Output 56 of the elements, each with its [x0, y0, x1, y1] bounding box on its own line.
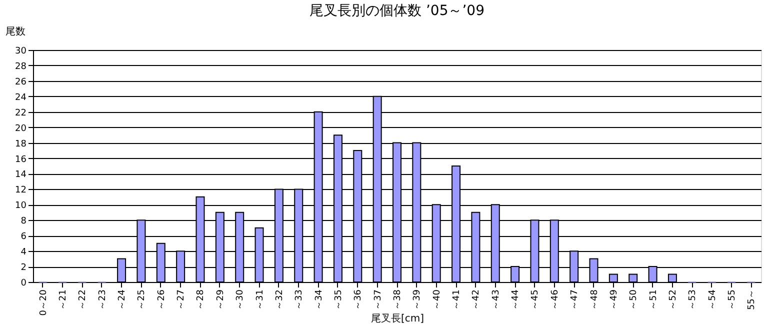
y-tick-label: 16: [15, 154, 27, 165]
x-tick-label: ～41: [452, 290, 462, 310]
x-tick-label: ～50: [629, 289, 640, 310]
x-tick-label: ～24: [118, 289, 128, 310]
x-tick-label: ～37: [373, 290, 384, 310]
x-tick-label: ～48: [590, 289, 600, 310]
x-tick-label: ～52: [668, 290, 678, 310]
x-tick-label: ～23: [98, 290, 108, 310]
x-tick-label: ～22: [78, 290, 88, 310]
x-tick-label: ～44: [511, 289, 522, 310]
x-tick-label: ～51: [648, 290, 659, 310]
x-tick-label: ～46: [550, 289, 560, 310]
x-tick-label: ～32: [274, 290, 285, 310]
y-tick-label: 4: [20, 248, 27, 258]
x-tick-label: ～38: [393, 289, 403, 310]
x-tick-label: ～40: [432, 289, 442, 310]
y-tick-label: 8: [20, 216, 27, 227]
y-tick-label: 10: [15, 201, 27, 212]
chart-title: 尾叉長別の個体数 ’05～’09: [310, 3, 484, 19]
x-tick-label: ～21: [58, 290, 69, 310]
x-tick-label: ～47: [570, 290, 580, 310]
x-tick-label: ～31: [255, 290, 266, 310]
x-tick-label: ～54: [708, 289, 718, 310]
y-tick-label: 30: [15, 46, 27, 56]
x-tick-label: ～26: [156, 289, 167, 310]
x-tick-label: ～25: [137, 290, 148, 310]
x-tick-label: ～53: [688, 290, 698, 310]
x-tick-label: ～35: [334, 290, 344, 310]
y-tick-label: 28: [15, 62, 27, 72]
y-axis-title: 尾数: [6, 26, 26, 38]
y-tick-label: 22: [15, 108, 26, 118]
x-tick-label: ～27: [176, 290, 187, 310]
y-tick-label: 2: [20, 263, 26, 274]
y-tick-label: 0: [20, 278, 27, 288]
x-axis-title: 尾叉長[cm]: [370, 314, 424, 325]
x-tick-label: ～34: [314, 289, 324, 310]
y-tick-label: 6: [20, 232, 27, 242]
y-tick-label: 24: [15, 92, 27, 103]
x-tick-label: ～55: [727, 290, 738, 310]
y-tick-label: 14: [15, 170, 27, 180]
x-tick-label: ～33: [294, 290, 305, 310]
x-tick-label: 0～20: [38, 289, 49, 316]
x-tick-label: ～28: [196, 289, 206, 310]
x-tick-label: ～43: [491, 290, 502, 310]
x-tick-label: ～29: [216, 289, 226, 310]
x-tick-label: ～42: [472, 290, 482, 310]
x-tick-label: ～49: [609, 289, 620, 310]
x-tick-label: ～36: [354, 289, 364, 310]
y-tick-label: 18: [15, 139, 27, 150]
y-tick-label: 12: [15, 186, 26, 196]
x-tick-label: ～39: [412, 289, 423, 310]
y-tick-label: 26: [15, 77, 27, 88]
x-tick-label: ～30: [236, 289, 246, 310]
x-tick-label: ～45: [530, 290, 541, 310]
x-tick-label: 55～: [747, 290, 758, 310]
y-tick-label: 20: [15, 124, 27, 134]
